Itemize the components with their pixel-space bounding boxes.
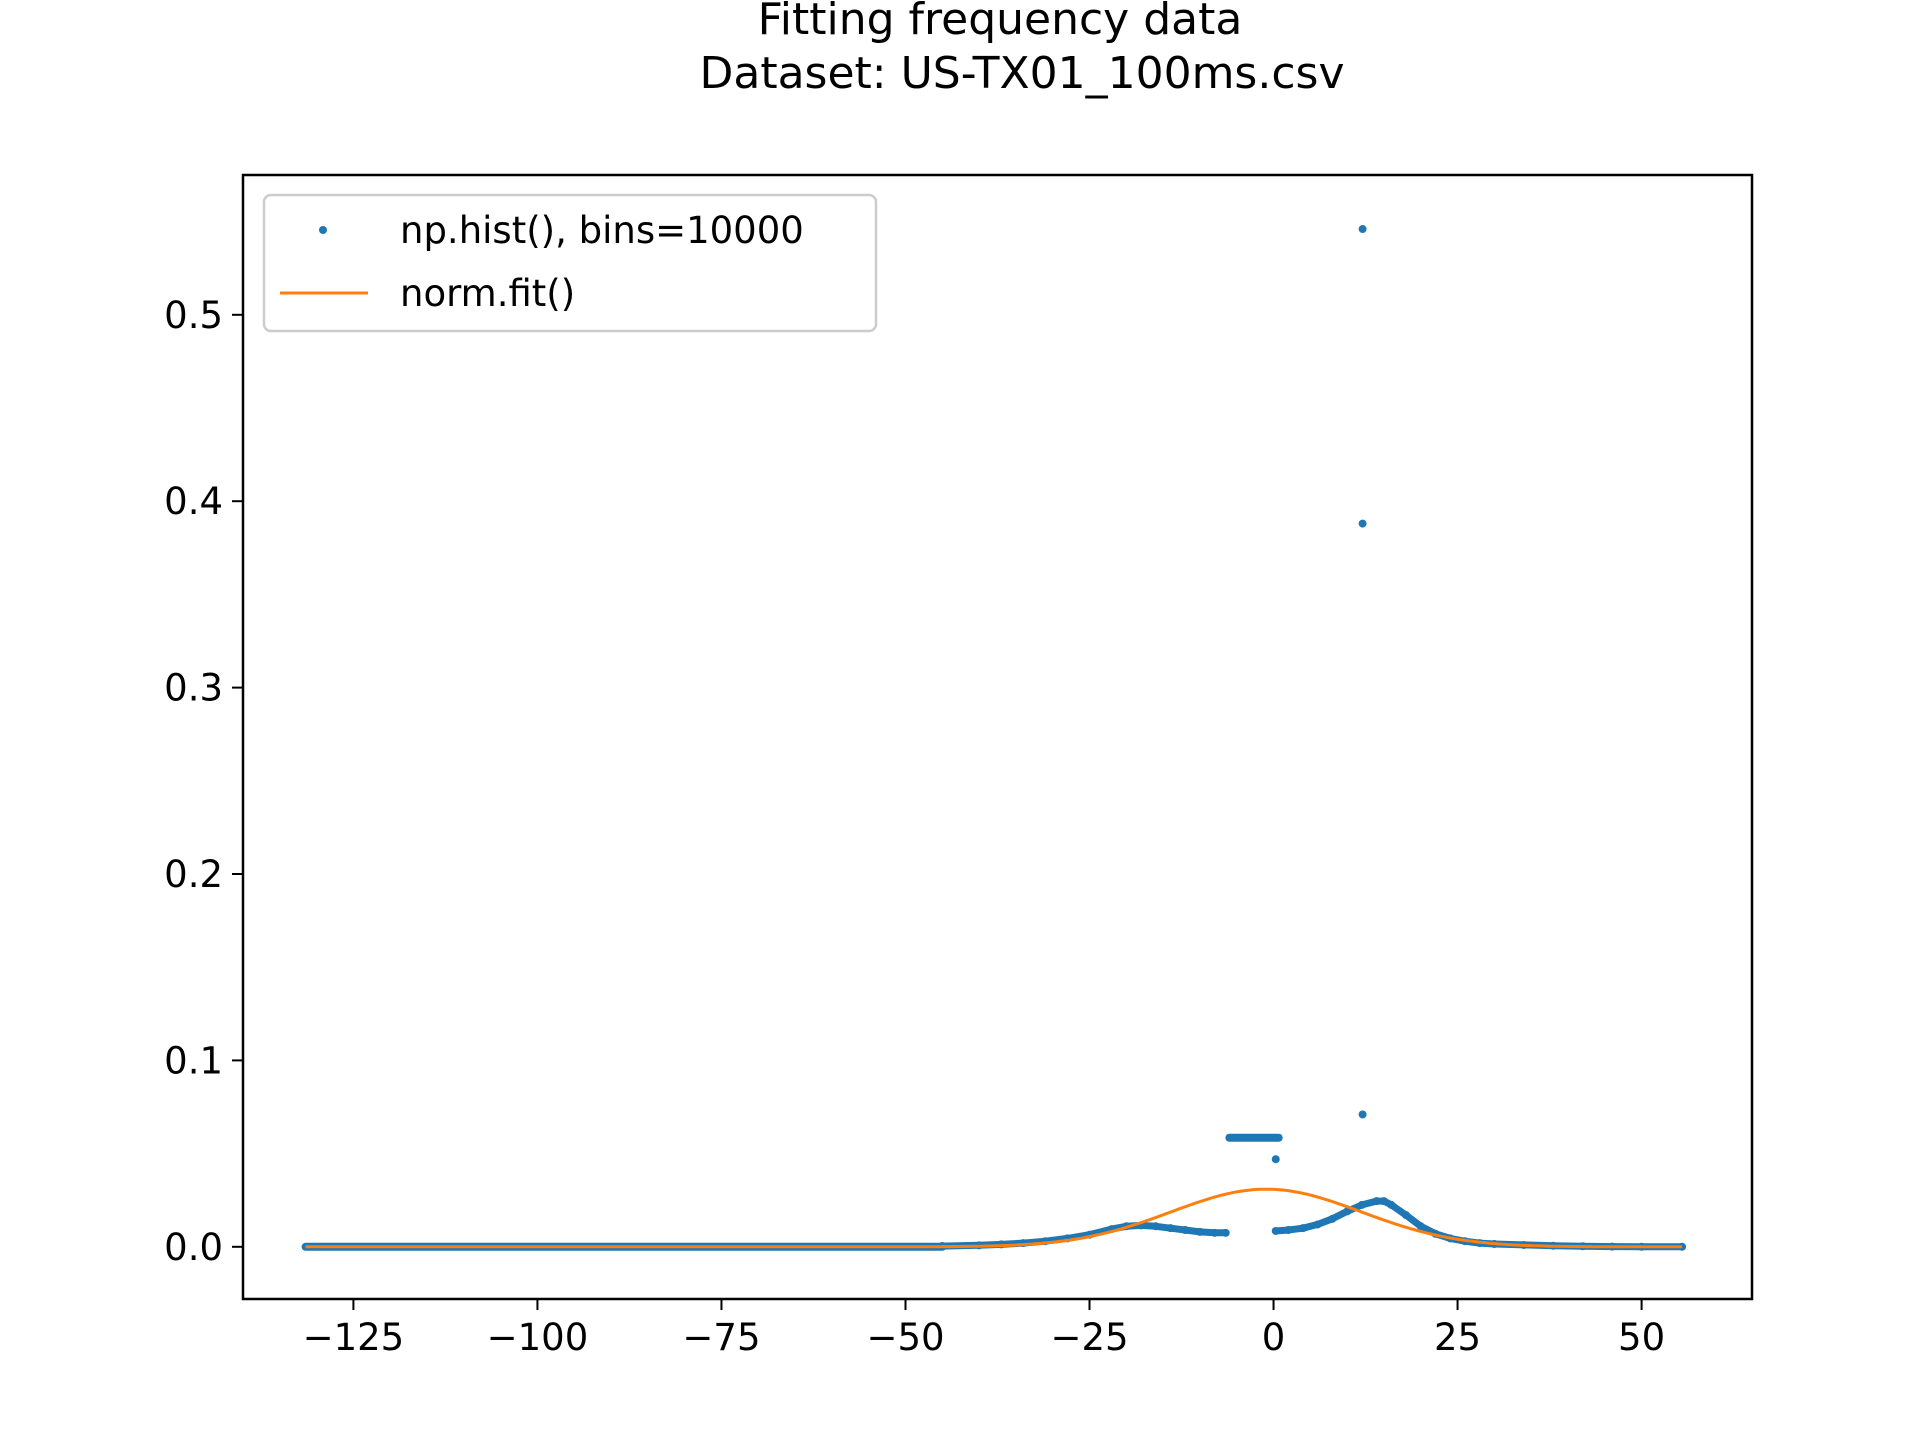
- y-tick-label: 0.3: [164, 667, 223, 710]
- hist-point: [1210, 1228, 1219, 1237]
- y-tick-label: 0.2: [164, 853, 223, 896]
- y-tick-label: 0.1: [164, 1039, 223, 1082]
- hist-point: [1343, 1207, 1352, 1216]
- hist-point: [1358, 225, 1367, 234]
- x-tick-label: −25: [1050, 1316, 1128, 1359]
- fit-line: [305, 1187, 1683, 1249]
- hist-point: [1166, 1224, 1175, 1233]
- chart-subtitle: Dataset: US-TX01_100ms.csv: [699, 48, 1344, 99]
- hist-point: [1284, 1226, 1293, 1235]
- hist-point: [1416, 1222, 1425, 1231]
- x-tick-label: −125: [303, 1316, 405, 1359]
- y-tick-label: 0.4: [164, 480, 223, 523]
- legend-box: [262, 193, 878, 333]
- x-tick-label: 50: [1618, 1316, 1665, 1359]
- plot-area: [301, 225, 1687, 1251]
- x-tick-label: 25: [1434, 1316, 1481, 1359]
- legend: np.hist(), bins=10000 norm.fit(): [262, 193, 878, 333]
- hist-point: [1379, 1197, 1388, 1206]
- hist-point: [1271, 1226, 1280, 1235]
- hist-point: [1298, 1224, 1307, 1233]
- hist-point: [1181, 1226, 1190, 1235]
- chart-title: Fitting frequency data: [758, 0, 1243, 45]
- hist-point: [1271, 1155, 1280, 1164]
- hist-point: [1358, 1110, 1367, 1119]
- x-tick-label: −50: [866, 1316, 944, 1359]
- legend-marker-hist: [319, 226, 327, 234]
- hist-point: [1358, 519, 1367, 528]
- x-axis: −125 −100 −75 −50 −25 0 25 50: [303, 1299, 1665, 1359]
- legend-label-fit: norm.fit(): [400, 272, 575, 315]
- y-axis: 0.0 0.1 0.2 0.3 0.4 0.5: [164, 294, 243, 1269]
- hist-point: [1357, 1200, 1366, 1209]
- hist-point: [1151, 1222, 1160, 1231]
- hist-point: [1402, 1211, 1411, 1220]
- hist-point: [1195, 1227, 1204, 1236]
- hist-point: [1372, 1197, 1381, 1206]
- y-tick-label: 0.5: [164, 294, 223, 337]
- hist-point: [1221, 1228, 1230, 1237]
- x-tick-label: −75: [682, 1316, 760, 1359]
- hist-point: [1387, 1200, 1396, 1209]
- x-tick-label: 0: [1262, 1316, 1286, 1359]
- hist-point: [1328, 1214, 1337, 1223]
- hist-point: [1313, 1220, 1322, 1229]
- x-tick-label: −100: [487, 1316, 589, 1359]
- y-tick-label: 0.0: [164, 1226, 223, 1269]
- axes-frame: [241, 173, 1754, 1301]
- legend-label-hist: np.hist(), bins=10000: [400, 209, 804, 252]
